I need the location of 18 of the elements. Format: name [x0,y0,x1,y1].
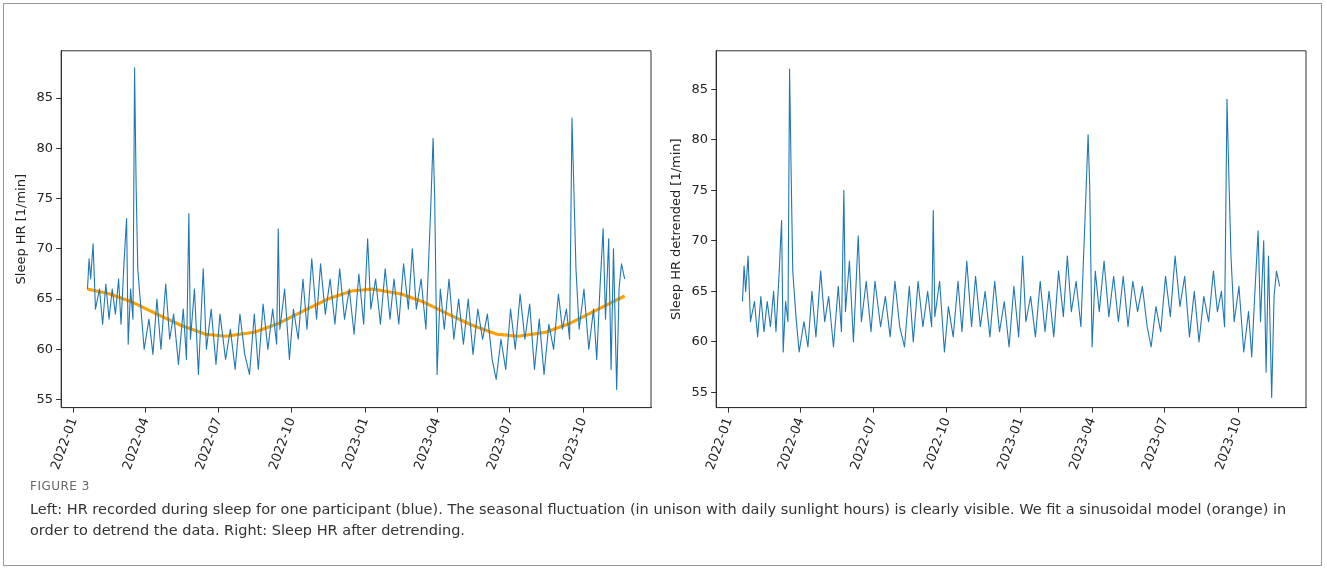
y-tick-label: 55 [691,383,709,399]
y-tick-label: 55 [36,390,54,406]
text: Left: HR recorded during sleep for one participant (blue). The seasonal fluctuation (in unison with daily sunlight hours) is clearly visible. We fit a sinusoidal model (orange) in order to detrend the data. Right: Sleep HR after detrending. [30,500,1288,541]
y-axis-title: Sleep HR detrended [1/min] [668,138,684,321]
caption: FIGURE 3 [30,478,91,495]
y-axis-title: Sleep HR [1/min] [13,173,29,285]
y-tick-label: 80 [691,131,709,147]
y-tick-label: 80 [36,139,54,155]
y-tick-label: 85 [36,89,54,105]
y-tick-label: 60 [691,333,709,349]
y-tick-label: 75 [691,181,709,197]
y-tick-label: 85 [691,80,709,96]
y-tick-label: 70 [691,232,709,248]
y-tick-label: 65 [691,282,709,298]
y-tick-label: 75 [36,189,54,205]
y-tick-label: 70 [36,240,54,256]
y-tick-label: 65 [36,290,54,306]
y-tick-label: 60 [36,340,54,356]
